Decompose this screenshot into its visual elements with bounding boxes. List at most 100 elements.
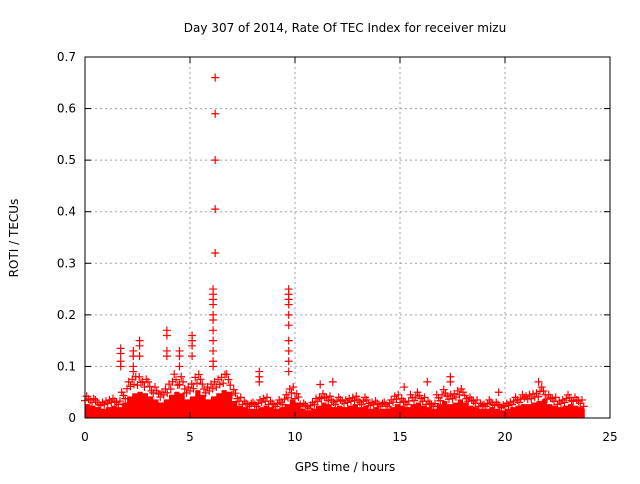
data-point (255, 377, 264, 386)
data-point (291, 394, 299, 403)
data-point (427, 400, 436, 409)
data-point (284, 346, 293, 355)
data-point (243, 400, 252, 409)
data-point (224, 375, 233, 384)
y-axis-label: ROTI / TECUs (7, 199, 21, 278)
data-point (250, 400, 259, 409)
data-point (135, 352, 144, 361)
data-point (179, 377, 187, 386)
data-point (350, 396, 359, 405)
data-point (284, 300, 293, 309)
data-point (98, 398, 107, 407)
data-point (151, 383, 159, 392)
data-point (480, 400, 488, 409)
data-point (257, 398, 266, 407)
data-point (515, 398, 523, 407)
data-point (553, 400, 562, 409)
data-point (352, 392, 361, 401)
data-point (162, 331, 171, 340)
data-point (175, 352, 184, 361)
chart-title: Day 307 of 2014, Rate Of TEC Index for r… (184, 21, 506, 35)
data-point (135, 341, 144, 350)
data-point (362, 395, 371, 404)
data-point (273, 399, 282, 408)
data-point (296, 400, 305, 409)
data-point (188, 341, 197, 350)
data-point (173, 381, 182, 390)
data-point (509, 397, 518, 406)
data-point (453, 386, 462, 395)
data-point (228, 390, 236, 399)
y-tick-label: 0.3 (57, 256, 76, 270)
data-point (303, 402, 312, 411)
data-point (114, 400, 123, 409)
x-tick-label: 20 (497, 430, 512, 444)
data-point (172, 375, 180, 384)
data-point (103, 399, 112, 408)
y-tick-label: 0.5 (57, 153, 76, 167)
data-point (324, 396, 333, 405)
x-tick-label: 25 (602, 430, 617, 444)
data-point (525, 390, 534, 399)
data-point (438, 390, 446, 399)
data-point (502, 399, 511, 408)
data-point (194, 370, 203, 379)
data-point (494, 388, 503, 397)
data-point (219, 379, 228, 388)
data-point (209, 326, 218, 335)
y-tick-label: 0 (68, 411, 76, 425)
data-point (280, 395, 289, 404)
data-point (159, 390, 168, 399)
data-point (140, 383, 149, 392)
data-point (287, 388, 296, 397)
data-point (175, 362, 184, 371)
data-point (177, 372, 186, 381)
y-tick-label: 0.7 (57, 50, 76, 64)
y-tick-label: 0.4 (57, 205, 76, 219)
data-point (532, 389, 541, 398)
data-point (222, 370, 231, 379)
y-tick-label: 0.2 (57, 308, 76, 322)
data-point (270, 400, 278, 409)
ticks: 0 5 10 15 20 25 0 0.1 0.2 0.3 0.4 0.5 0.6 0.7 (57, 50, 618, 444)
data-point (285, 384, 294, 393)
data-point (263, 393, 271, 402)
data-point (226, 381, 235, 390)
x-tick-label: 15 (392, 430, 407, 444)
data-point (211, 109, 220, 118)
data-point (473, 395, 481, 404)
data-point (209, 362, 218, 371)
data-point (436, 396, 445, 405)
data-point (215, 380, 224, 389)
data-point (492, 398, 501, 407)
data-point (145, 382, 154, 391)
data-point (448, 394, 457, 403)
data-point (135, 372, 144, 381)
data-point (385, 399, 394, 408)
data-point (284, 336, 293, 345)
data-point (180, 384, 189, 393)
data-point (403, 400, 411, 409)
data-point (410, 396, 418, 405)
data-point (520, 393, 529, 402)
data-point (214, 375, 222, 384)
data-point (508, 400, 516, 409)
data-point (439, 385, 448, 394)
data-point (211, 248, 220, 257)
data-point (196, 375, 205, 384)
data-point (182, 388, 191, 397)
data-point (149, 388, 158, 397)
data-point (284, 321, 293, 330)
data-point (231, 389, 240, 398)
data-point (411, 393, 420, 402)
data-point (188, 352, 197, 361)
data-point (551, 393, 560, 402)
data-point (368, 398, 376, 407)
data-point (229, 385, 238, 394)
data-point (278, 400, 287, 409)
data-point (420, 393, 429, 402)
data-point (208, 384, 217, 393)
data-point (100, 400, 109, 409)
y-tick-label: 0.1 (57, 359, 76, 373)
